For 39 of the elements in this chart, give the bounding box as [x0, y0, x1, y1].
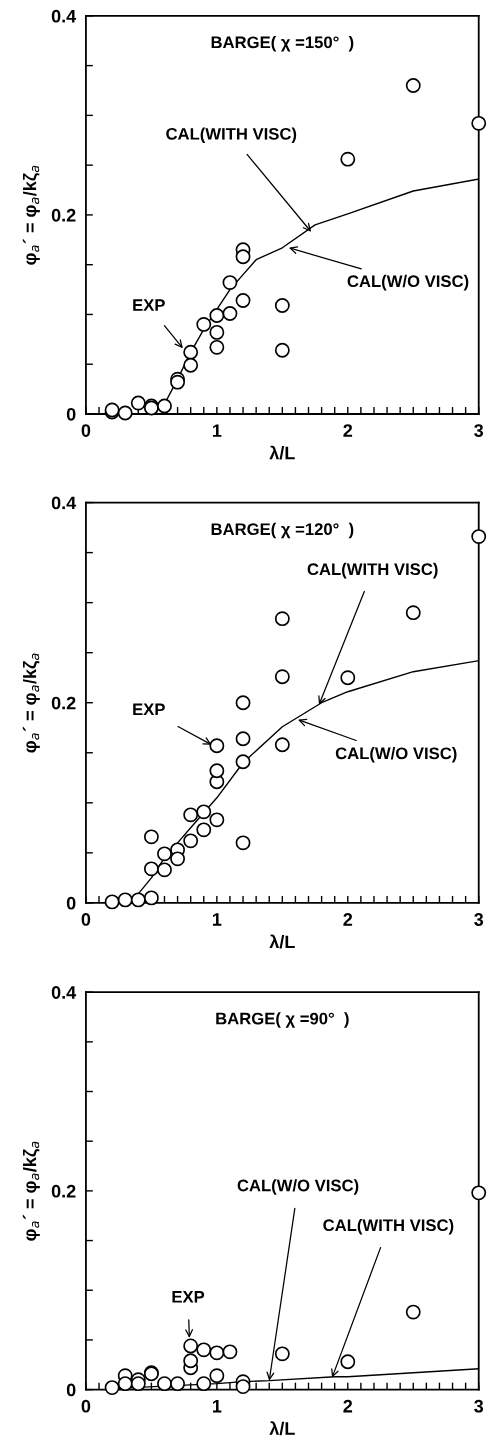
x-axis-title: λ/L — [269, 1421, 295, 1436]
y-tick-label: 0 — [66, 407, 76, 421]
text: BARGE( χ =120° ) — [211, 522, 354, 539]
y-tick-label: 0.4 — [51, 9, 77, 23]
x-tick-label: 2 — [343, 1399, 353, 1413]
x-tick-label: 2 — [343, 424, 353, 437]
y-axis-title: φ$_{a}$´ = φ$_{a}$/kζ$_{a}$ — [22, 1141, 40, 1241]
annotation: CAL(W/O VISC) — [347, 274, 469, 291]
y-tick-label: 0.2 — [51, 208, 76, 222]
y-axis-title: φ$_{a}$´ = φ$_{a}$/kζ$_{a}$ — [22, 165, 40, 265]
y-tick-label: 0 — [66, 1383, 76, 1397]
x-tick-label: 1 — [212, 424, 222, 437]
x-tick-label: 3 — [474, 424, 484, 438]
annotation: CAL(W/O VISC) — [237, 1179, 359, 1195]
y-tick-label: 0 — [66, 896, 76, 910]
text: BARGE( χ =150° ) — [211, 35, 354, 52]
annotation: CAL(WITH VISC) — [323, 1218, 454, 1235]
x-tick-label: 0 — [81, 424, 91, 437]
x-tick-label: 0 — [81, 1399, 91, 1413]
y-tick-label: 0.2 — [51, 1184, 76, 1198]
text: BARGE( χ =90° ) — [216, 1012, 349, 1028]
y-axis-title: φ$_{a}$´ = φ$_{a}$/kζ$_{a}$ — [22, 653, 40, 753]
x-tick-label: 3 — [474, 913, 484, 926]
x-tick-label: 1 — [212, 1399, 222, 1413]
annotation: EXP — [133, 299, 165, 311]
y-tick-label: 0.4 — [51, 496, 77, 510]
annotation: CAL(W/O VISC) — [335, 746, 457, 763]
annotation: CAL(WITH VISC) — [166, 127, 297, 144]
x-axis-title: λ/L — [269, 445, 295, 460]
x-tick-label: 2 — [343, 913, 353, 926]
annotation: CAL(WITH VISC) — [307, 562, 438, 579]
y-tick-label: 0.2 — [51, 696, 76, 710]
x-axis-title: λ/L — [269, 934, 295, 949]
x-tick-label: 0 — [81, 913, 91, 926]
y-tick-label: 0.4 — [51, 986, 77, 999]
x-tick-label: 1 — [212, 913, 222, 926]
x-tick-label: 3 — [474, 1399, 484, 1413]
annotation: EXP — [133, 703, 165, 716]
annotation: EXP — [172, 1291, 205, 1303]
